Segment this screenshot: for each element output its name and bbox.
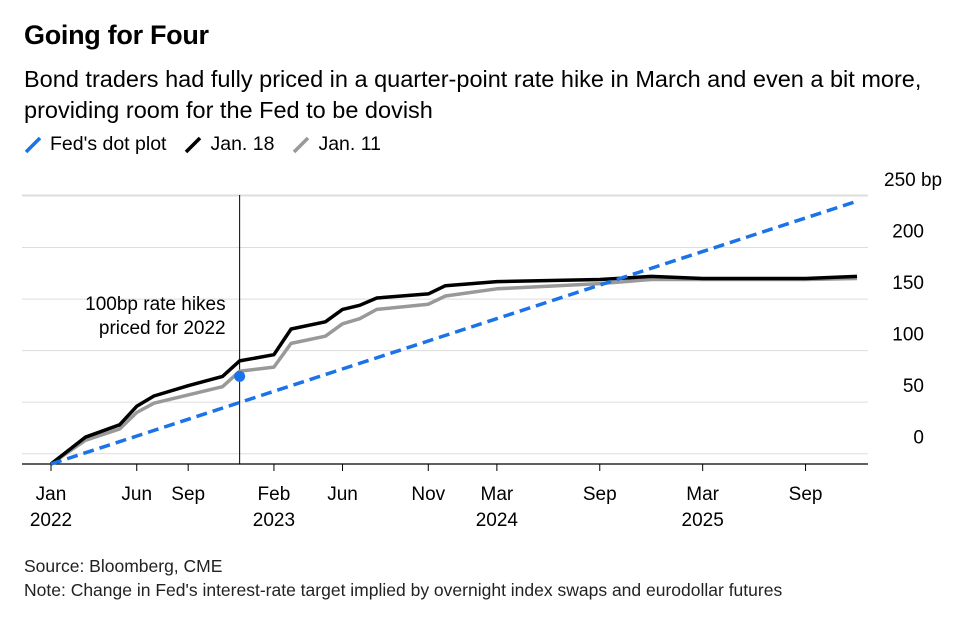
x-year-label-2023: 2023 [253,510,295,531]
footnote: Note: Change in Fed's interest-rate targ… [24,580,783,600]
annotation-text-line-2: priced for 2022 [99,318,226,339]
dot-plot-marker [234,370,246,382]
legend-swatch-jan18 [185,136,202,153]
legend-label-jan11: Jan. 11 [318,133,381,155]
y-tick-label-100: 100 [892,325,924,346]
x-tick-label-9: Sep [789,484,823,505]
legend-item-jan18: Jan. 18 [184,133,274,156]
chart-title: Going for Four [24,20,209,50]
x-year-label-2025: 2025 [682,510,724,531]
y-tick-label-150: 150 [892,273,924,294]
annotation-text-line-1: 100bp rate hikes [85,294,226,315]
series-line-fed-s-dot-plot [50,199,858,466]
legend-swatch-jan11 [293,136,310,153]
x-tick-label-1: Jun [121,484,152,505]
y-tick-label-50: 50 [903,376,924,397]
x-tick-label-4: Jun [327,484,358,505]
legend-label-dot-plot: Fed's dot plot [50,133,167,155]
x-year-label-2022: 2022 [30,510,72,531]
series-line-jan-11 [50,276,858,466]
x-tick-label-2: Sep [171,484,205,505]
x-tick-label-0: Jan [36,484,67,505]
source-note: Source: Bloomberg, CME [24,556,223,576]
chart-subtitle: Bond traders had fully priced in a quart… [24,66,922,123]
x-tick-label-6: Mar [481,484,514,505]
y-tick-label-200: 200 [892,222,924,243]
chart-legend: Fed's dot plot Jan. 18 Jan. 11 [24,133,399,156]
legend-swatch-dot-plot [24,136,42,153]
x-tick-label-7: Sep [583,484,617,505]
x-year-label-2024: 2024 [476,510,519,531]
legend-item-jan11: Jan. 11 [292,133,381,156]
y-tick-label-250: 250 bp [884,170,942,191]
legend-label-jan18: Jan. 18 [210,133,275,155]
x-tick-label-5: Nov [411,484,445,505]
y-tick-label-0: 0 [913,428,924,449]
x-tick-label-3: Feb [258,484,291,505]
legend-item-dot-plot: Fed's dot plot [24,133,166,156]
x-tick-label-8: Mar [686,484,719,505]
